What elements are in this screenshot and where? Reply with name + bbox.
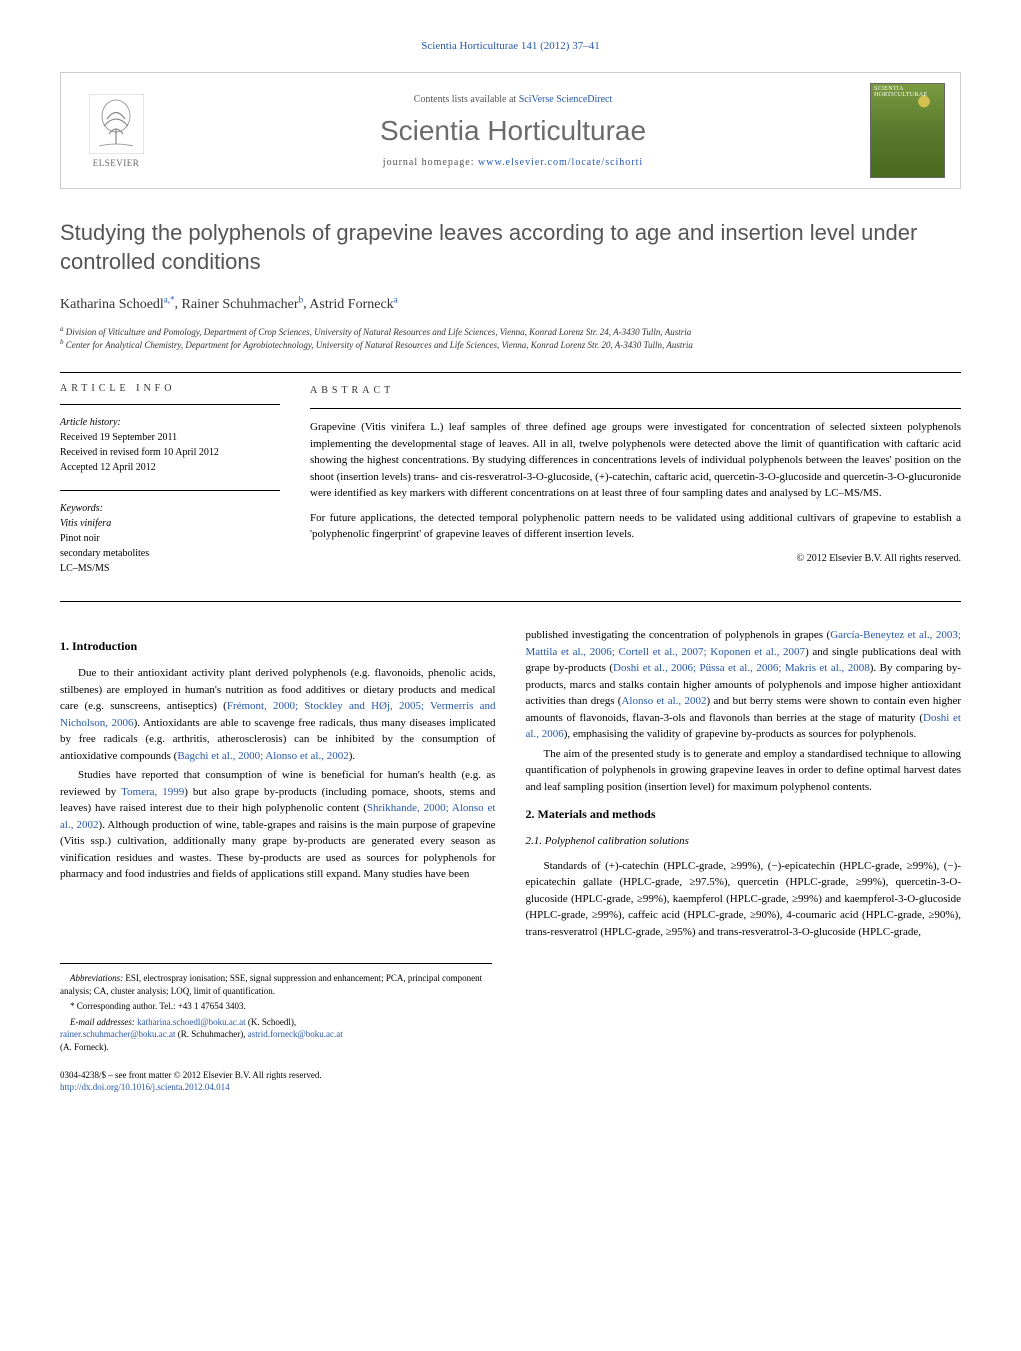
- email-link-1[interactable]: katharina.schoedl@boku.ac.at: [137, 1017, 246, 1027]
- methods-p1: Standards of (+)-catechin (HPLC-grade, ≥…: [526, 858, 962, 941]
- info-abstract-row: ARTICLE INFO Article history: Received 1…: [60, 383, 961, 576]
- keyword-4: LC–MS/MS: [60, 563, 109, 574]
- abstract-copyright: © 2012 Elsevier B.V. All rights reserved…: [310, 551, 961, 566]
- divider-top: [60, 372, 961, 373]
- article-info-label: ARTICLE INFO: [60, 383, 280, 394]
- bottom-matter: 0304-4238/$ – see front matter © 2012 El…: [60, 1069, 961, 1094]
- article-title: Studying the polyphenols of grapevine le…: [60, 219, 961, 276]
- intro-p2: Studies have reported that consumption o…: [60, 767, 496, 883]
- footnotes: Abbreviations: ESI, electrospray ionisat…: [60, 963, 492, 1054]
- abbreviations: Abbreviations: ESI, electrospray ionisat…: [60, 972, 492, 997]
- homepage-line: journal homepage: www.elsevier.com/locat…: [156, 157, 870, 168]
- author-2: Rainer Schuhmacherb: [182, 297, 304, 312]
- author-3: Astrid Fornecka: [309, 297, 397, 312]
- article-info-column: ARTICLE INFO Article history: Received 1…: [60, 383, 280, 576]
- elsevier-tree-icon: [89, 94, 144, 154]
- affiliation-a: a Division of Viticulture and Pomology, …: [60, 325, 961, 339]
- intro-heading: 1. Introduction: [60, 637, 496, 655]
- keywords-label: Keywords:: [60, 503, 103, 514]
- email-addresses: E-mail addresses: katharina.schoedl@boku…: [60, 1016, 492, 1054]
- contents-available-line: Contents lists available at SciVerse Sci…: [156, 94, 870, 105]
- ref-link[interactable]: Alonso et al., 2002: [621, 695, 706, 707]
- abstract-column: ABSTRACT Grapevine (Vitis vinifera L.) l…: [310, 383, 961, 576]
- affiliation-b: b Center for Analytical Chemistry, Depar…: [60, 338, 961, 352]
- doi-link[interactable]: http://dx.doi.org/10.1016/j.scienta.2012…: [60, 1082, 230, 1092]
- body-columns: 1. Introduction Due to their antioxidant…: [60, 627, 961, 943]
- col2-p2: The aim of the presented study is to gen…: [526, 746, 962, 796]
- journal-name: Scientia Horticulturae: [156, 115, 870, 147]
- column-right: published investigating the concentratio…: [526, 627, 962, 943]
- methods-heading: 2. Materials and methods: [526, 805, 962, 823]
- col2-p1: published investigating the concentratio…: [526, 627, 962, 743]
- keyword-1: Vitis vinifera: [60, 518, 111, 529]
- column-left: 1. Introduction Due to their antioxidant…: [60, 627, 496, 943]
- history-accepted: Accepted 12 April 2012: [60, 462, 156, 473]
- history-revised: Received in revised form 10 April 2012: [60, 447, 219, 458]
- email-link-3[interactable]: astrid.forneck@boku.ac.at: [248, 1029, 343, 1039]
- keyword-3: secondary metabolites: [60, 548, 149, 559]
- abstract-p1: Grapevine (Vitis vinifera L.) leaf sampl…: [310, 419, 961, 502]
- ref-link[interactable]: Bagchi et al., 2000; Alonso et al., 2002: [177, 750, 348, 762]
- article-history: Article history: Received 19 September 2…: [60, 415, 280, 475]
- cover-label: SCIENTIA HORTICULTURAE: [874, 86, 944, 98]
- keyword-2: Pinot noir: [60, 533, 100, 544]
- ref-link[interactable]: Doshi et al., 2006; Püssa et al., 2006; …: [613, 662, 870, 674]
- author-1: Katharina Schoedla,*: [60, 297, 175, 312]
- running-header: Scientia Horticulturae 141 (2012) 37–41: [60, 40, 961, 52]
- homepage-prefix: journal homepage:: [383, 157, 478, 168]
- divider-bottom: [60, 601, 961, 602]
- publisher-logo: ELSEVIER: [76, 86, 156, 176]
- publisher-name: ELSEVIER: [93, 158, 140, 168]
- history-label: Article history:: [60, 417, 121, 428]
- journal-homepage-link[interactable]: www.elsevier.com/locate/scihorti: [478, 157, 643, 168]
- journal-cover-image: SCIENTIA HORTICULTURAE: [870, 83, 945, 178]
- corresponding-author: * Corresponding author. Tel.: +43 1 4765…: [60, 1000, 492, 1013]
- intro-p1: Due to their antioxidant activity plant …: [60, 665, 496, 764]
- history-received: Received 19 September 2011: [60, 432, 177, 443]
- authors-line: Katharina Schoedla,*, Rainer Schuhmacher…: [60, 294, 961, 313]
- abstract-p2: For future applications, the detected te…: [310, 510, 961, 543]
- header-center: Contents lists available at SciVerse Sci…: [156, 94, 870, 168]
- sciencedirect-link[interactable]: SciVerse ScienceDirect: [519, 94, 613, 105]
- methods-sub-heading: 2.1. Polyphenol calibration solutions: [526, 833, 962, 850]
- abstract-label: ABSTRACT: [310, 383, 961, 398]
- journal-header-box: ELSEVIER Contents lists available at Sci…: [60, 72, 961, 189]
- contents-prefix: Contents lists available at: [414, 94, 519, 105]
- affiliations: a Division of Viticulture and Pomology, …: [60, 325, 961, 352]
- email-link-2[interactable]: rainer.schuhmacher@boku.ac.at: [60, 1029, 176, 1039]
- keywords-block: Keywords: Vitis vinifera Pinot noir seco…: [60, 501, 280, 576]
- issn-line: 0304-4238/$ – see front matter © 2012 El…: [60, 1069, 961, 1082]
- ref-link[interactable]: Tomera, 1999: [121, 786, 184, 798]
